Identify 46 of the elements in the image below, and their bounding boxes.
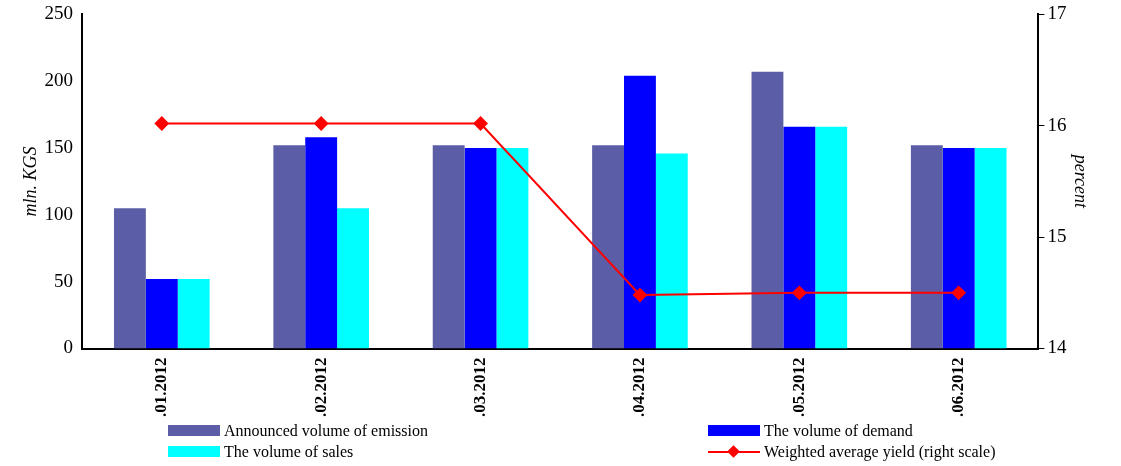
point [314, 116, 329, 131]
bar [592, 145, 624, 349]
y-tick-label: 200 [44, 69, 74, 91]
legend-label: The volume of sales [224, 442, 354, 462]
x-tick-label: .04.2012 [629, 357, 649, 417]
x-tick-label: .03.2012 [469, 357, 489, 417]
point [792, 285, 807, 300]
bar [337, 208, 369, 349]
bar [145, 279, 178, 349]
point [632, 288, 647, 303]
bar [910, 145, 943, 349]
x-tick-label: .02.2012 [310, 357, 330, 417]
y-tick-label: 50 [54, 269, 74, 291]
y-tick-label: 0 [63, 336, 74, 358]
bar [655, 153, 688, 349]
bar [273, 145, 306, 349]
bar [432, 145, 465, 349]
point [154, 116, 169, 131]
x-tick-label: .05.2012 [788, 357, 808, 417]
bar [942, 148, 975, 349]
point [951, 285, 966, 300]
y2-tick-label: 14 [1047, 336, 1067, 358]
y2-tick-label: 16 [1047, 113, 1067, 135]
y-axis-title: mln. KGS [19, 146, 40, 217]
bar [751, 71, 784, 349]
x-tick-label: .06.2012 [948, 357, 968, 417]
y2-axis-title: percent [1071, 152, 1092, 210]
y-tick-label: 100 [44, 202, 74, 224]
point [473, 116, 488, 131]
bar [783, 126, 816, 349]
y2-tick-label: 17 [1047, 2, 1067, 24]
y2-tick-label: 15 [1047, 225, 1067, 247]
legend-label: The volume of demand [764, 421, 913, 441]
bar [974, 148, 1007, 349]
y-tick-label: 250 [44, 2, 74, 24]
bar [496, 148, 529, 349]
bar [815, 126, 848, 349]
x-tick-label: .01.2012 [151, 357, 171, 417]
bar [305, 137, 338, 349]
legend-label: Announced volume of emission [224, 421, 428, 441]
bar [177, 279, 210, 349]
bar [464, 148, 497, 349]
bar [113, 208, 146, 349]
bar [624, 75, 656, 349]
y-tick-label: 150 [44, 136, 74, 158]
legend-label: Weighted average yield (right scale) [764, 442, 996, 462]
